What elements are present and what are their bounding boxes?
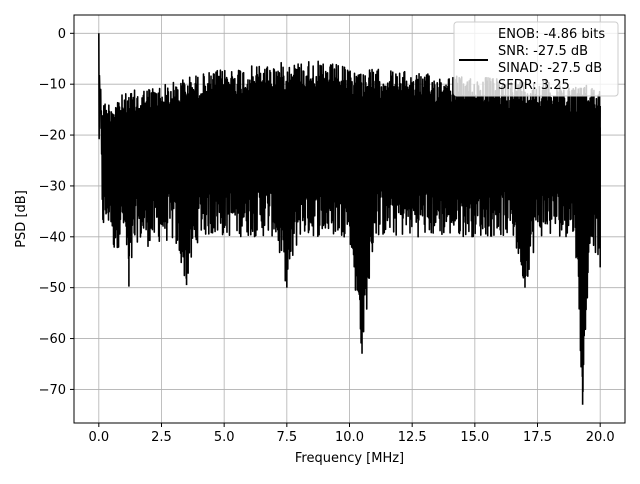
x-tick-label: 20.0: [586, 430, 615, 445]
legend-entry-enob: ENOB: -4.86 bits: [498, 27, 605, 42]
x-tick-label: 17.5: [523, 430, 552, 445]
x-tick-label: 0.0: [88, 430, 109, 445]
x-tick-label: 12.5: [398, 430, 427, 445]
y-tick-label: −50: [39, 281, 66, 296]
y-axis-label: PSD [dB]: [14, 190, 29, 248]
y-tick-label: 0: [58, 27, 66, 42]
psd-series-line: [98, 33, 601, 405]
y-tick-label: −40: [39, 230, 66, 245]
x-tick-label: 15.0: [460, 430, 489, 445]
series-layer: [98, 33, 601, 405]
y-tick-label: −10: [39, 78, 66, 93]
y-tick-label: −70: [39, 383, 66, 398]
x-axis-label: Frequency [MHz]: [295, 451, 404, 466]
x-tick-label: 5.0: [214, 430, 235, 445]
y-tick-label: −20: [39, 129, 66, 144]
x-tick-label: 2.5: [151, 430, 172, 445]
legend-box: [453, 21, 619, 97]
legend: ENOB: -4.86 bits SNR: -27.5 dB SINAD: -2…: [453, 21, 619, 97]
legend-entry-snr: SNR: -27.5 dB: [498, 44, 588, 59]
tick-layer: 0.0 2.5 5.0 7.5 10.0 12.5 15.0 17.5 20.0 0 −10 −20 −…: [39, 27, 615, 445]
legend-entry-sinad: SINAD: -27.5 dB: [498, 61, 602, 76]
x-tick-label: 10.0: [335, 430, 364, 445]
x-tick-label: 7.5: [276, 430, 297, 445]
legend-entry-sfdr: SFDR: 3.25: [498, 78, 570, 93]
y-tick-label: −60: [39, 332, 66, 347]
y-tick-label: −30: [39, 179, 66, 194]
